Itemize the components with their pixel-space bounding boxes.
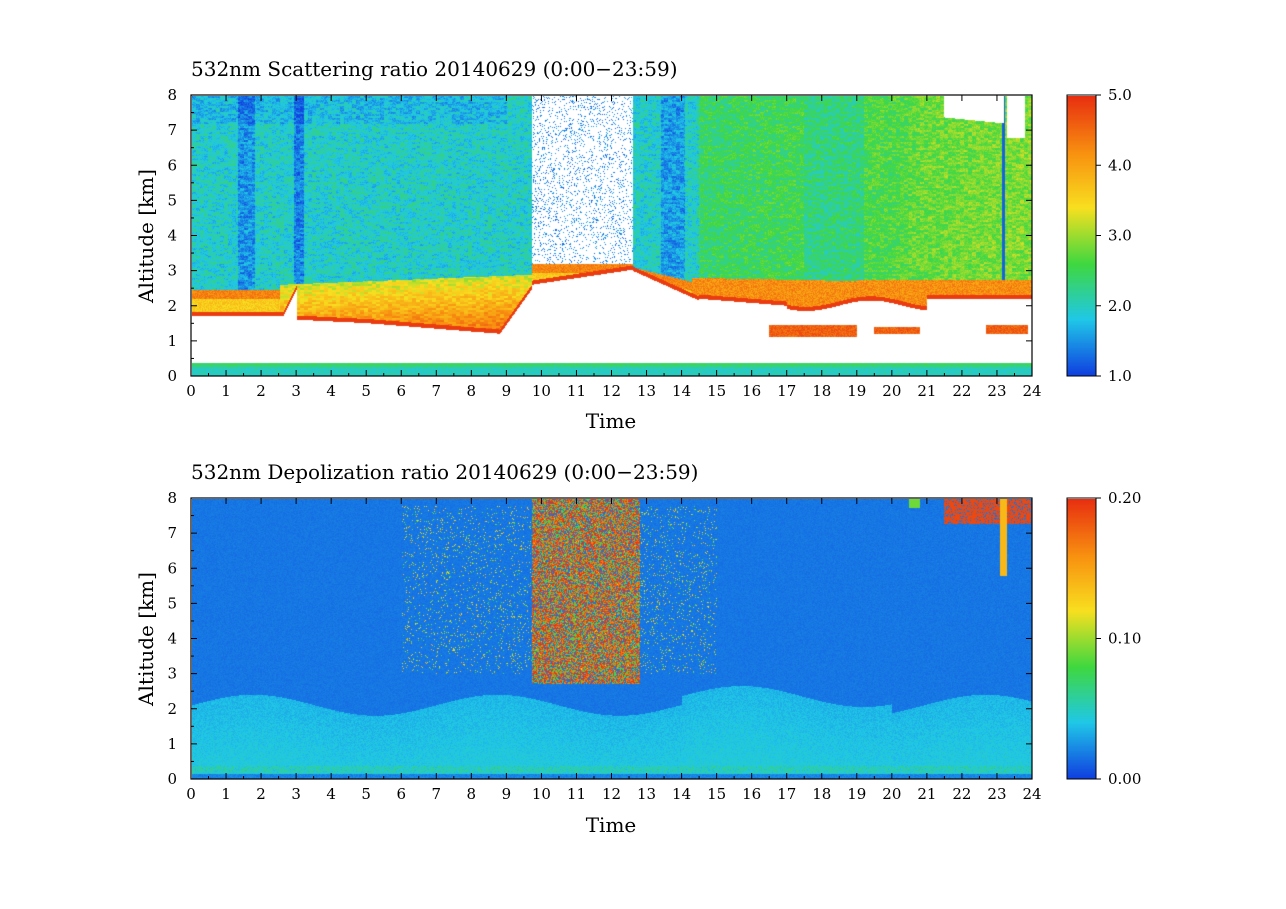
colorbar-tick-label: 0.00	[1108, 770, 1141, 788]
x-tick-label: 20	[882, 382, 901, 400]
x-tick-label: 10	[532, 382, 551, 400]
x-tick-label: 22	[952, 382, 971, 400]
colorbar-2	[1067, 499, 1096, 779]
x-tick-label: 11	[567, 785, 586, 803]
colorbar-tick-label: 0.10	[1108, 630, 1141, 648]
colorbar-canvas-2	[1067, 499, 1096, 779]
x-tick-label: 21	[917, 382, 936, 400]
x-axis-label-2: Time	[586, 813, 637, 837]
x-tick-label: 0	[186, 382, 196, 400]
x-tick-label: 13	[637, 382, 656, 400]
heatmap-canvas-1	[192, 96, 1032, 376]
colorbar-1	[1067, 96, 1096, 376]
x-tick-label: 15	[707, 382, 726, 400]
x-tick-label: 12	[602, 785, 621, 803]
heatmap-area-2	[192, 499, 1032, 779]
y-tick-label: 0	[167, 367, 177, 385]
x-tick-label: 22	[952, 785, 971, 803]
x-tick-label: 10	[532, 785, 551, 803]
x-tick-label: 7	[432, 785, 442, 803]
y-tick-label: 1	[167, 332, 177, 350]
colorbar-tick-label: 3.0	[1108, 227, 1132, 245]
x-tick-label: 17	[777, 382, 796, 400]
y-axis-1: 0 1 2 3 4 5 6 7 8	[167, 86, 1032, 385]
x-tick-label: 20	[882, 785, 901, 803]
colorbar-ticks-1: 1.0 2.0 3.0 4.0 5.0	[1096, 86, 1132, 385]
x-tick-label: 23	[987, 785, 1006, 803]
colorbar-canvas-1	[1067, 96, 1096, 376]
x-tick-label: 7	[432, 382, 442, 400]
x-tick-label: 4	[326, 785, 336, 803]
x-tick-label: 3	[291, 382, 301, 400]
x-tick-label: 2	[256, 382, 266, 400]
y-tick-label: 5	[167, 191, 177, 209]
y-tick-label: 5	[167, 594, 177, 612]
x-tick-label: 16	[742, 382, 761, 400]
x-axis-2: 0 1 2 3 4 5 6 7 8 9 10 11 12 13 14 15 16 17 18 19 20 21 22 23 24	[186, 498, 1042, 803]
x-axis-1: 0 1 2 3 4 5 6 7 8 9 10 11 12 13 14 15 16 17 18 19 20 21 22 23 24	[186, 95, 1042, 400]
y-tick-label: 0	[167, 770, 177, 788]
x-tick-label: 14	[672, 382, 691, 400]
chart-title-1: 532nm Scattering ratio 20140629 (0:00−23…	[191, 57, 678, 81]
x-tick-label: 8	[467, 785, 477, 803]
y-tick-label: 3	[167, 665, 177, 683]
y-tick-label: 3	[167, 262, 177, 280]
y-tick-label: 8	[167, 489, 177, 507]
colorbar-tick-label: 4.0	[1108, 156, 1132, 174]
colorbar-tick-label: 5.0	[1108, 86, 1132, 104]
heatmap-canvas-2	[192, 499, 1032, 779]
y-axis-label-1: Altitude [km]	[134, 169, 158, 304]
x-axis-label-1: Time	[586, 409, 637, 433]
colorbar-tick-label: 0.20	[1108, 489, 1141, 507]
x-tick-label: 24	[1022, 382, 1041, 400]
x-tick-label: 2	[256, 785, 266, 803]
colorbar-tick-label: 1.0	[1108, 367, 1132, 385]
x-tick-label: 17	[777, 785, 796, 803]
colorbar-tick-label: 2.0	[1108, 297, 1132, 315]
panel-depolarization-ratio: 532nm Depolization ratio 20140629 (0:00−…	[134, 460, 1141, 837]
x-tick-label: 14	[672, 785, 691, 803]
y-tick-label: 7	[167, 121, 177, 139]
x-tick-label: 11	[567, 382, 586, 400]
y-tick-label: 6	[167, 156, 177, 174]
x-tick-label: 9	[502, 382, 512, 400]
x-tick-label: 5	[361, 785, 371, 803]
y-tick-label: 2	[167, 297, 177, 315]
x-tick-label: 16	[742, 785, 761, 803]
y-axis-2: 0 1 2 3 4 5 6 7 8	[167, 489, 1032, 788]
x-tick-label: 4	[326, 382, 336, 400]
y-axis-label-2: Altitude [km]	[134, 572, 158, 707]
heatmap-area-1	[192, 96, 1032, 376]
x-tick-label: 5	[361, 382, 371, 400]
y-tick-label: 2	[167, 700, 177, 718]
x-tick-label: 8	[467, 382, 477, 400]
x-tick-label: 18	[812, 382, 831, 400]
x-tick-label: 24	[1022, 785, 1041, 803]
x-tick-label: 19	[847, 382, 866, 400]
chart-title-2: 532nm Depolization ratio 20140629 (0:00−…	[191, 460, 698, 484]
y-tick-label: 4	[167, 630, 177, 648]
x-tick-label: 9	[502, 785, 512, 803]
x-tick-label: 0	[186, 785, 196, 803]
y-tick-label: 1	[167, 735, 177, 753]
y-tick-label: 8	[167, 86, 177, 104]
x-tick-label: 12	[602, 382, 621, 400]
x-tick-label: 6	[396, 785, 406, 803]
x-tick-label: 13	[637, 785, 656, 803]
x-tick-label: 23	[987, 382, 1006, 400]
panel-scattering-ratio: 532nm Scattering ratio 20140629 (0:00−23…	[134, 57, 1132, 433]
x-tick-label: 21	[917, 785, 936, 803]
x-tick-label: 1	[221, 785, 231, 803]
x-tick-label: 1	[221, 382, 231, 400]
y-tick-label: 7	[167, 524, 177, 542]
x-tick-label: 19	[847, 785, 866, 803]
x-tick-label: 6	[396, 382, 406, 400]
colorbar-ticks-2: 0.00 0.10 0.20	[1096, 489, 1141, 788]
y-tick-label: 4	[167, 227, 177, 245]
x-tick-label: 3	[291, 785, 301, 803]
y-tick-label: 6	[167, 559, 177, 577]
x-tick-label: 18	[812, 785, 831, 803]
x-tick-label: 15	[707, 785, 726, 803]
